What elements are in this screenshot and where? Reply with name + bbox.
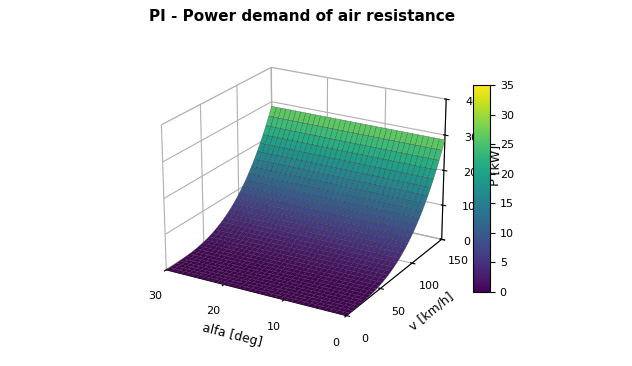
- Title: PI - Power demand of air resistance: PI - Power demand of air resistance: [149, 9, 456, 24]
- X-axis label: alfa [deg]: alfa [deg]: [202, 322, 264, 349]
- Y-axis label: v [km/h]: v [km/h]: [407, 290, 456, 333]
